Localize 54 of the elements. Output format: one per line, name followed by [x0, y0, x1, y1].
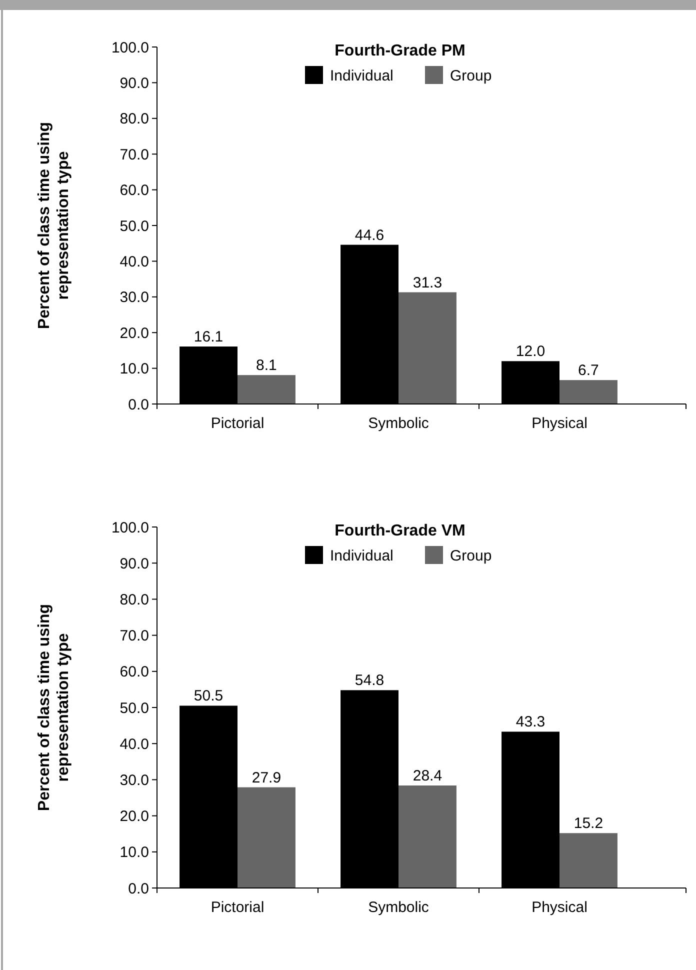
y-axis-title: Percent of class time using representation type [36, 604, 72, 812]
y-tick-label: 20.0 [120, 324, 149, 342]
data-label: 43.3 [516, 714, 546, 731]
y-tick-label: 0.0 [128, 880, 149, 898]
data-label: 8.1 [256, 357, 277, 374]
data-label: 50.5 [194, 688, 224, 705]
data-label: 16.1 [194, 328, 224, 346]
y-tick-label: 60.0 [120, 182, 149, 200]
x-tick-label: Symbolic [368, 899, 430, 916]
y-tick-label: 60.0 [120, 664, 149, 681]
bar [560, 380, 618, 404]
y-tick-label: 70.0 [120, 628, 149, 645]
x-tick-label: Symbolic [368, 415, 430, 432]
y-tick-label: 80.0 [120, 110, 149, 128]
y-axis-title: Percent of class time using representation type [36, 122, 72, 330]
y-tick-label: 20.0 [120, 808, 149, 826]
data-label: 6.7 [578, 362, 599, 380]
y-tick-label: 40.0 [120, 253, 149, 270]
y-tick-label: 40.0 [120, 736, 149, 753]
legend-label: Individual [330, 67, 394, 84]
x-tick-label: Physical [532, 415, 588, 432]
legend-label: Individual [330, 547, 394, 564]
y-tick-label: 0.0 [128, 396, 149, 414]
data-label: 31.3 [412, 274, 442, 292]
y-tick-label: 30.0 [120, 289, 149, 306]
y-tick-label: 90.0 [120, 555, 149, 572]
data-label: 28.4 [412, 767, 442, 784]
y-tick-label: 90.0 [120, 74, 149, 92]
y-tick-label: 50.0 [120, 218, 149, 235]
y-tick-label: 100.0 [111, 39, 149, 56]
y-tick-label: 50.0 [120, 700, 149, 717]
x-tick-label: Pictorial [210, 899, 264, 916]
chart-title: Fourth-Grade PM [334, 42, 466, 60]
x-tick-label: Pictorial [210, 415, 264, 432]
y-tick-label: 10.0 [120, 360, 149, 378]
legend-label: Group [450, 547, 492, 564]
data-label: 44.6 [354, 226, 384, 244]
data-label: 27.9 [252, 769, 282, 786]
bar [238, 787, 296, 888]
data-label: 12.0 [516, 343, 546, 360]
chart-title: Fourth-Grade VM [334, 522, 466, 540]
data-label: 54.8 [354, 672, 384, 690]
bar [238, 375, 296, 404]
bar [398, 785, 456, 888]
x-tick-label: Physical [532, 899, 588, 916]
y-tick-label: 100.0 [111, 519, 149, 536]
legend-label: Group [450, 67, 492, 84]
y-tick-label: 10.0 [120, 844, 149, 862]
data-label: 15.2 [574, 815, 604, 832]
y-tick-label: 80.0 [120, 591, 149, 608]
y-tick-label: 70.0 [120, 146, 149, 164]
y-tick-label: 30.0 [120, 772, 149, 789]
bar [560, 833, 618, 888]
bar [398, 292, 456, 404]
